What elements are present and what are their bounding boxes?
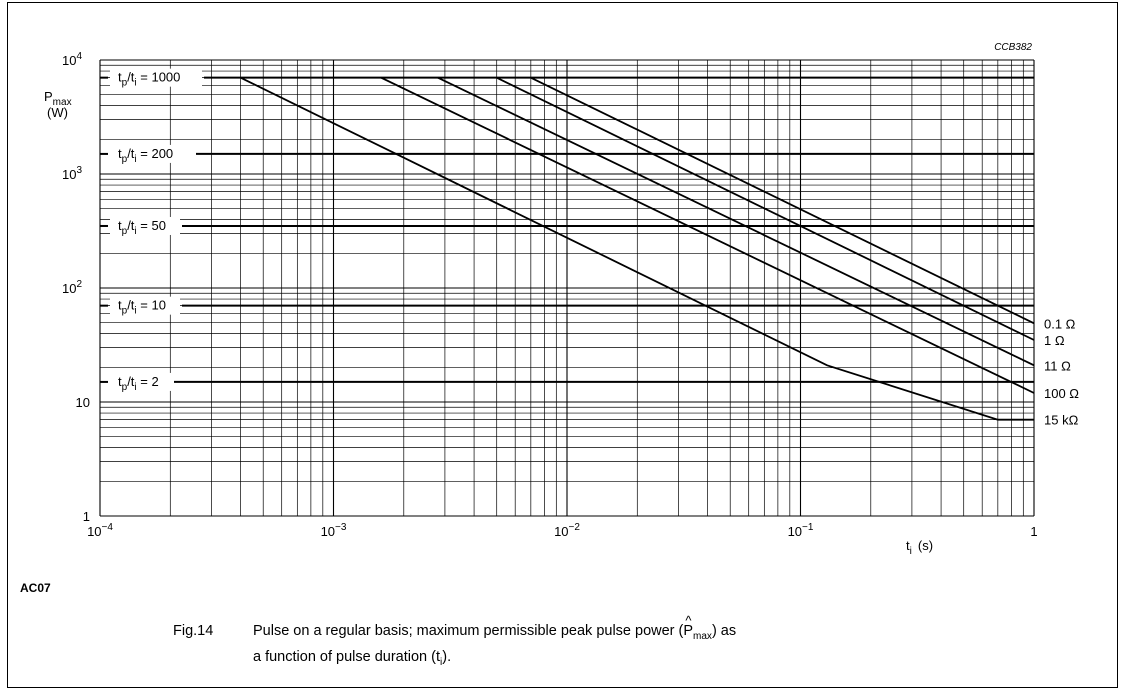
caption-pmax-sub: max bbox=[693, 630, 712, 642]
x-tick-label: 10−1 bbox=[788, 522, 814, 539]
series-line bbox=[437, 76, 1035, 367]
x-tick-label: 10−4 bbox=[87, 522, 113, 539]
series-labels: 0.1 Ω 1 Ω 11 Ω 100 Ω 15 kΩ bbox=[1044, 316, 1079, 427]
series-label: 11 Ω bbox=[1044, 358, 1071, 373]
ratio-label: tp/ti = 10 bbox=[118, 298, 166, 317]
ratio-label: tp/ti = 2 bbox=[118, 374, 159, 393]
figure-frame bbox=[7, 2, 1118, 688]
ratio-label-bg bbox=[110, 372, 172, 391]
caption-line1-a: Pulse on a regular basis; maximum permis… bbox=[253, 623, 684, 639]
series-label: 0.1 Ω bbox=[1044, 316, 1076, 331]
caption-line2-a: a function of pulse duration (t bbox=[253, 648, 441, 665]
ratio-label: tp/ti = 50 bbox=[118, 218, 166, 237]
caption-pmax: P bbox=[683, 611, 693, 641]
figure-number: Fig.14 bbox=[173, 623, 214, 639]
tick-labels: 10−4 10−3 10−2 10−1 1 1 10 102 103 104 bbox=[62, 51, 1038, 539]
y-axis-label: Pmax bbox=[44, 89, 72, 108]
chart-code: CCB382 bbox=[994, 42, 1032, 53]
ratio-label: tp/ti = 200 bbox=[118, 146, 173, 165]
y-axis-unit: (W) bbox=[47, 105, 68, 120]
series-label: 100 Ω bbox=[1044, 386, 1079, 401]
ratio-labels: tp/ti = 1000 tp/ti = 200 tp/ti = 50 tp/ti =… bbox=[110, 68, 202, 393]
y-tick-label: 102 bbox=[62, 279, 82, 296]
caption-line2-sub: i bbox=[440, 656, 443, 668]
series-label: 1 Ω bbox=[1044, 333, 1065, 348]
series-line bbox=[240, 76, 1034, 421]
figure-caption: Fig.14 Pulse on a regular basis; maximum … bbox=[173, 611, 993, 673]
y-tick-label: 10 bbox=[76, 395, 90, 410]
ratio-label-bg bbox=[110, 68, 202, 87]
x-axis-label: ti (s) bbox=[906, 538, 933, 557]
x-tick-label: 10−2 bbox=[554, 522, 580, 539]
caption-line2-b: ). bbox=[442, 648, 452, 665]
y-tick-label: 103 bbox=[62, 165, 82, 182]
x-tick-label: 10−3 bbox=[321, 522, 347, 539]
series-line bbox=[496, 76, 1035, 341]
series-line bbox=[530, 76, 1035, 325]
series-line bbox=[380, 76, 1035, 394]
ac-code: AC07 bbox=[20, 581, 51, 595]
ratio-label-bg bbox=[110, 216, 180, 235]
caption-line1-b: ) as bbox=[711, 623, 737, 639]
grid bbox=[99, 59, 1035, 517]
y-tick-label: 104 bbox=[62, 51, 82, 68]
y-tick-label: 1 bbox=[83, 509, 90, 524]
ratio-label: tp/ti = 1000 bbox=[118, 70, 180, 89]
series-lines bbox=[240, 76, 1035, 421]
series-label: 15 kΩ bbox=[1044, 413, 1079, 428]
x-tick-label: 1 bbox=[1030, 524, 1037, 539]
ratio-lines bbox=[100, 76, 1034, 383]
ratio-label-bg bbox=[110, 296, 180, 315]
ratio-label-bg bbox=[110, 144, 194, 163]
